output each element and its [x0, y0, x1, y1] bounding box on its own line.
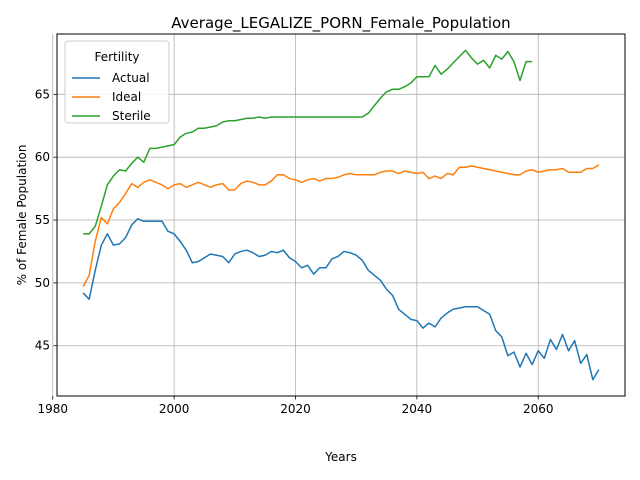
x-tick-label: 2060	[523, 402, 554, 416]
x-tick-label: 2000	[159, 402, 190, 416]
y-tick-label: 65	[35, 87, 50, 101]
x-tick-label: 2020	[280, 402, 311, 416]
axis-ticks: 1980 2000 2020 2040 2060 45 50 55 60 65	[35, 87, 554, 416]
y-tick-label: 50	[35, 276, 50, 290]
y-tick-label: 60	[35, 150, 50, 164]
series-line-sterile	[83, 49, 533, 235]
y-tick-label: 55	[35, 213, 50, 227]
series-line-ideal	[82, 164, 600, 288]
y-tick-label: 45	[35, 339, 50, 353]
series-lines	[82, 49, 600, 381]
y-axis-label: % of Female Population	[15, 145, 29, 286]
plot-frame	[56, 33, 626, 397]
legend-entries: Actual Ideal Sterile	[72, 71, 151, 123]
series-line-actual	[82, 218, 600, 381]
legend-label-actual: Actual	[112, 71, 150, 85]
x-tick-label: 1980	[37, 402, 68, 416]
legend-box	[64, 40, 170, 124]
chart-title: Average_LEGALIZE_PORN_Female_Population	[171, 14, 510, 33]
legend: Fertility Actual Ideal Sterile	[64, 40, 170, 124]
grid	[52, 34, 625, 396]
legend-label-ideal: Ideal	[112, 90, 141, 104]
legend-label-sterile: Sterile	[112, 109, 151, 123]
x-axis-label: Years	[324, 450, 357, 464]
x-tick-label: 2040	[402, 402, 433, 416]
legend-title: Fertility	[94, 50, 139, 64]
